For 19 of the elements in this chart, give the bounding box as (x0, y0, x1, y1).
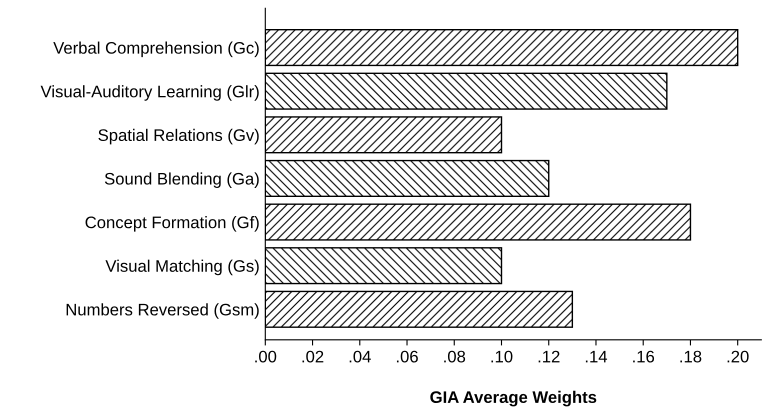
y-tick-label: Visual-Auditory Learning (Glr) (40, 85, 259, 101)
x-tick-label: .16 (633, 350, 654, 363)
x-tick-label: .02 (302, 350, 324, 363)
x-tick-label: .06 (396, 350, 418, 363)
y-tick-label: Spatial Relations (Gv) (98, 128, 259, 144)
y-tick-label: Verbal Comprehension (Gc) (53, 42, 259, 58)
y-tick-label: Concept Formation (Gf) (86, 216, 259, 232)
y-tick-label: Sound Blending (Ga) (104, 172, 259, 188)
y-tick-label: Visual Matching (Gs) (105, 260, 259, 276)
x-tick-label: .08 (444, 350, 466, 363)
x-tick-label: .00 (255, 350, 276, 363)
x-tick-label: .12 (538, 350, 560, 362)
x-tick-label: .04 (350, 350, 371, 363)
x-tick-label: .10 (491, 350, 512, 363)
x-axis-title: GIA Average Weights (430, 390, 596, 406)
x-tick-label: .14 (586, 350, 608, 362)
y-tick-label: Numbers Reversed (Gsm) (66, 303, 259, 319)
x-tick-label: .18 (680, 350, 702, 363)
x-tick-label: .20 (728, 350, 749, 363)
